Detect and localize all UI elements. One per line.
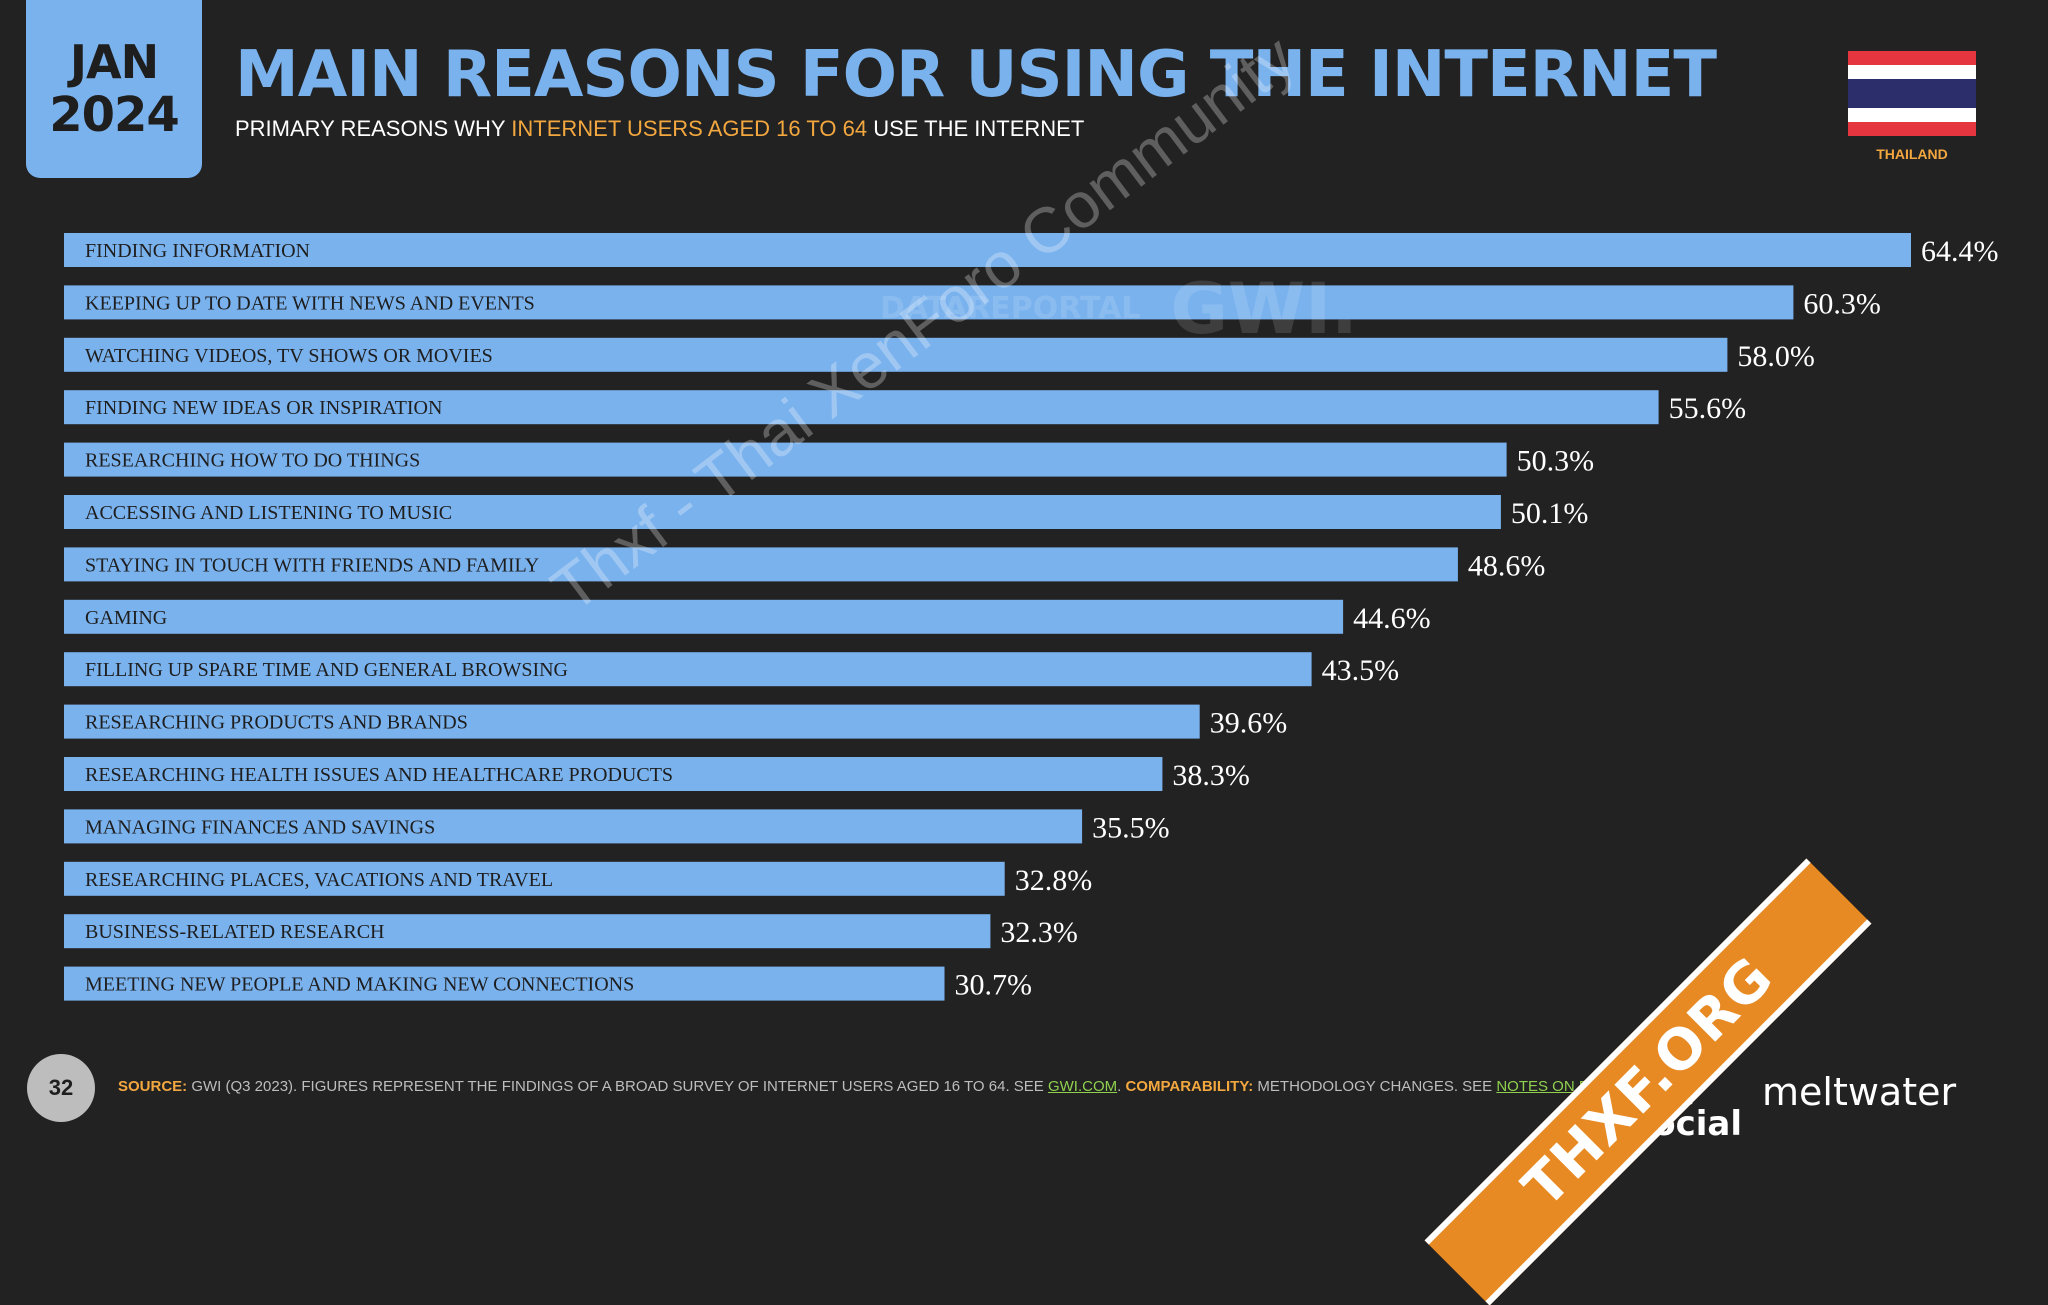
source-footer: SOURCE: GWI (Q3 2023). FIGURES REPRESENT…: [118, 1078, 1621, 1095]
subtitle-highlight: INTERNET USERS AGED 16 TO 64: [511, 116, 868, 141]
bar-12: [64, 809, 1083, 844]
value-label-11: 38.3%: [1172, 759, 1250, 792]
value-label-2: 60.3%: [1803, 287, 1881, 320]
bar-3: [64, 337, 1728, 372]
value-label-5: 50.3%: [1517, 445, 1595, 478]
bar-11: [64, 757, 1163, 791]
page-title: MAIN REASONS FOR USING THE INTERNET: [235, 38, 1717, 112]
page-number: 32: [27, 1054, 95, 1122]
bar-label-4: FINDING NEW IDEAS OR INSPIRATION: [85, 397, 442, 419]
value-label-10: 39.6%: [1210, 707, 1288, 740]
value-label-9: 43.5%: [1322, 654, 1400, 687]
page-subtitle: PRIMARY REASONS WHY INTERNET USERS AGED …: [235, 116, 1084, 142]
bar-label-5: RESEARCHING HOW TO DO THINGS: [85, 450, 420, 472]
bar-label-9: FILLING UP SPARE TIME AND GENERAL BROWSI…: [85, 659, 568, 681]
subtitle-post: USE THE INTERNET: [867, 116, 1085, 141]
bar-10: [64, 704, 1200, 739]
bar-5: [64, 442, 1507, 477]
value-label-13: 32.8%: [1015, 864, 1092, 897]
thailand-flag-icon: [1848, 51, 1976, 137]
bar-9: [64, 652, 1312, 687]
value-label-8: 44.6%: [1353, 602, 1431, 635]
datareportal-watermark: DATAREPORTAL GWI.: [880, 268, 1358, 350]
value-label-7: 48.6%: [1468, 549, 1546, 582]
bar-2: [64, 285, 1794, 320]
bar-1: [64, 233, 1911, 267]
date-badge: JAN 2024: [26, 0, 202, 178]
bar-8: [64, 599, 1344, 634]
bar-7: [64, 547, 1458, 582]
bar-label-2: KEEPING UP TO DATE WITH NEWS AND EVENTS: [85, 292, 535, 314]
bar-6: [64, 495, 1501, 529]
subtitle-pre: PRIMARY REASONS WHY: [235, 116, 512, 141]
bar-label-14: BUSINESS-RELATED RESEARCH: [85, 921, 384, 943]
bar-label-15: MEETING NEW PEOPLE AND MAKING NEW CONNEC…: [85, 974, 634, 996]
bar-4: [64, 390, 1659, 425]
bar-label-3: WATCHING VIDEOS, TV SHOWS OR MOVIES: [85, 345, 493, 367]
meltwater-logo: meltwater: [1762, 1070, 1957, 1114]
bar-label-10: RESEARCHING PRODUCTS AND BRANDS: [85, 712, 468, 734]
country-label: THAILAND: [1876, 146, 1948, 162]
bar-chart: FINDING INFORMATION 64.4% KEEPING UP TO DA…: [64, 233, 1999, 1002]
bar-label-6: ACCESSING AND LISTENING TO MUSIC: [85, 502, 452, 524]
bar-13: [64, 861, 1005, 896]
bar-label-1: FINDING INFORMATION: [85, 240, 310, 262]
bar-15: [64, 966, 945, 1001]
value-label-4: 55.6%: [1669, 392, 1747, 425]
gwi-link[interactable]: GWI.COM: [1047, 1078, 1118, 1095]
bar-14: [64, 914, 991, 949]
value-label-15: 30.7%: [955, 969, 1033, 1002]
bar-label-13: RESEARCHING PLACES, VACATIONS AND TRAVEL: [85, 869, 553, 891]
bar-label-12: MANAGING FINANCES AND SAVINGS: [85, 816, 435, 838]
value-label-1: 64.4%: [1921, 235, 1999, 268]
value-label-6: 50.1%: [1511, 497, 1589, 530]
bar-label-8: GAMING: [85, 607, 167, 629]
value-label-3: 58.0%: [1737, 340, 1815, 373]
date-month: JAN: [69, 35, 159, 89]
value-label-12: 35.5%: [1092, 811, 1170, 844]
date-year: 2024: [49, 87, 180, 143]
bar-label-7: STAYING IN TOUCH WITH FRIENDS AND FAMILY: [85, 554, 539, 576]
value-label-14: 32.3%: [1000, 916, 1078, 949]
bar-label-11: RESEARCHING HEALTH ISSUES AND HEALTHCARE…: [85, 764, 673, 786]
